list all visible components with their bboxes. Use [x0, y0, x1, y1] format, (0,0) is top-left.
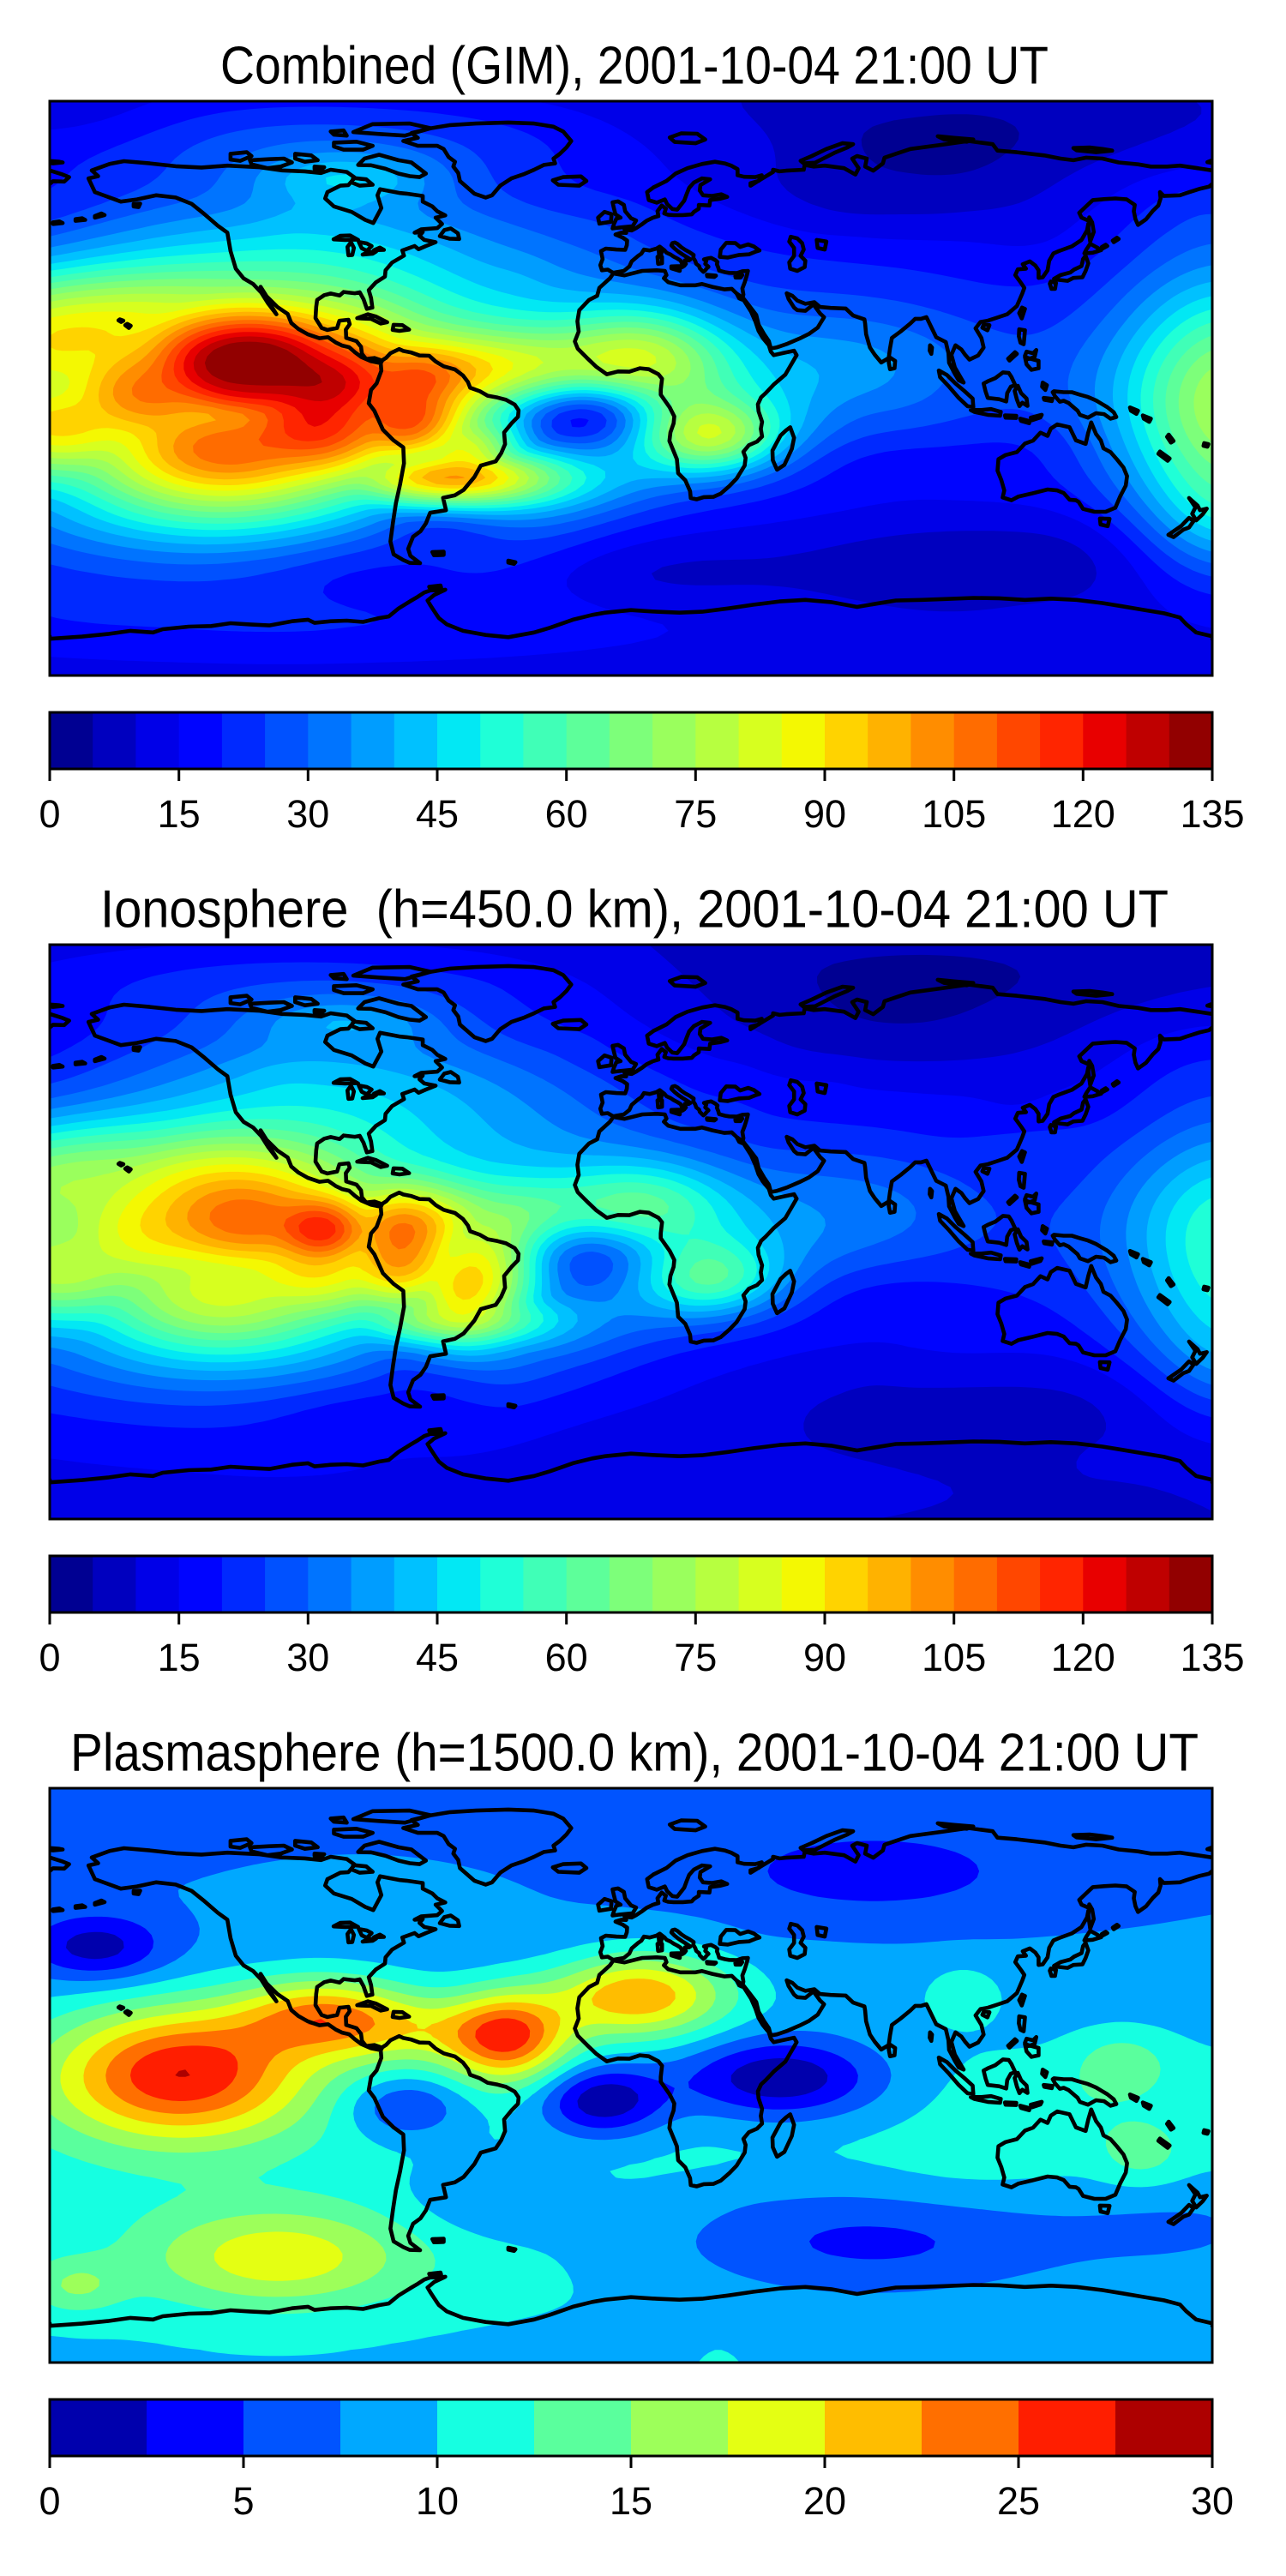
svg-text:Ionosphere (h=450.0 km), 2001: Ionosphere (h=450.0 km), 2001-10-04 21:0…	[100, 880, 1169, 940]
svg-text:Combined (GIM), 2001-10-04 21:: Combined (GIM), 2001-10-04 21:00 UT	[220, 37, 1049, 96]
svg-text:Plasmasphere (h=1500.0 km), 20: Plasmasphere (h=1500.0 km), 2001-10-04 2…	[70, 1724, 1199, 1783]
